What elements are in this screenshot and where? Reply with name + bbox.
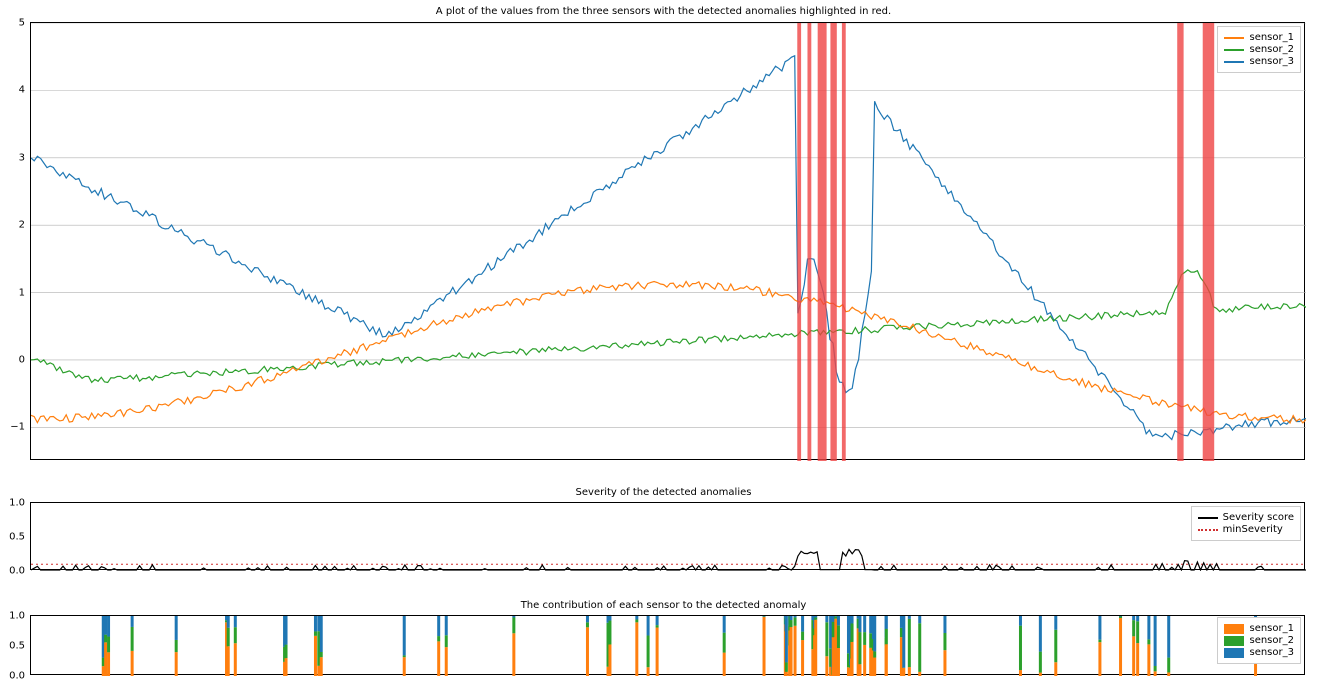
ytick-label: 5 xyxy=(19,18,31,29)
ytick-label: 1.0 xyxy=(9,498,31,509)
ytick-label: 0 xyxy=(19,354,31,365)
contribution-chart-svg xyxy=(31,616,1306,676)
severity-chart: 0.00.51.0 Severity scoreminSeverity xyxy=(30,502,1305,570)
legend-swatch xyxy=(1224,636,1244,646)
legend-label: sensor_1 xyxy=(1249,623,1294,634)
legend-label: sensor_2 xyxy=(1249,44,1294,55)
legend-item: sensor_3 xyxy=(1224,56,1294,67)
severity-legend: Severity scoreminSeverity xyxy=(1191,506,1301,541)
legend-item: sensor_2 xyxy=(1224,635,1294,646)
figure: A plot of the values from the three sens… xyxy=(0,0,1327,693)
legend-label: Severity score xyxy=(1223,512,1294,523)
legend-item: sensor_1 xyxy=(1224,623,1294,634)
legend-swatch xyxy=(1224,648,1244,658)
main-chart-svg xyxy=(31,23,1306,461)
main-legend: sensor_1sensor_2sensor_3 xyxy=(1217,26,1301,73)
legend-label: sensor_3 xyxy=(1249,56,1294,67)
contribution-legend: sensor_1sensor_2sensor_3 xyxy=(1217,617,1301,664)
ytick-label: 1.0 xyxy=(9,611,31,622)
ytick-label: 4 xyxy=(19,85,31,96)
severity-chart-svg xyxy=(31,503,1306,571)
ytick-label: 0.5 xyxy=(9,641,31,652)
ytick-label: 0.5 xyxy=(9,532,31,543)
legend-label: sensor_1 xyxy=(1249,32,1294,43)
legend-label: sensor_2 xyxy=(1249,635,1294,646)
legend-swatch xyxy=(1198,517,1218,519)
legend-swatch xyxy=(1224,49,1244,51)
contribution-chart: 0.00.51.0 sensor_1sensor_2sensor_3 xyxy=(30,615,1305,675)
legend-item: Severity score xyxy=(1198,512,1294,523)
main-chart: −1012345 sensor_1sensor_2sensor_3 xyxy=(30,22,1305,460)
legend-swatch xyxy=(1224,624,1244,634)
ytick-label: 0.0 xyxy=(9,566,31,577)
legend-item: sensor_3 xyxy=(1224,647,1294,658)
legend-item: sensor_2 xyxy=(1224,44,1294,55)
contribution-chart-title: The contribution of each sensor to the d… xyxy=(0,600,1327,611)
ytick-label: 1 xyxy=(19,287,31,298)
legend-swatch xyxy=(1224,37,1244,39)
legend-swatch xyxy=(1198,529,1218,531)
ytick-label: 3 xyxy=(19,152,31,163)
ytick-label: −1 xyxy=(10,422,31,433)
legend-swatch xyxy=(1224,61,1244,63)
ytick-label: 2 xyxy=(19,220,31,231)
legend-label: sensor_3 xyxy=(1249,647,1294,658)
main-chart-title: A plot of the values from the three sens… xyxy=(0,6,1327,17)
legend-item: minSeverity xyxy=(1198,524,1294,535)
ytick-label: 0.0 xyxy=(9,671,31,682)
severity-chart-title: Severity of the detected anomalies xyxy=(0,487,1327,498)
legend-item: sensor_1 xyxy=(1224,32,1294,43)
legend-label: minSeverity xyxy=(1223,524,1283,535)
